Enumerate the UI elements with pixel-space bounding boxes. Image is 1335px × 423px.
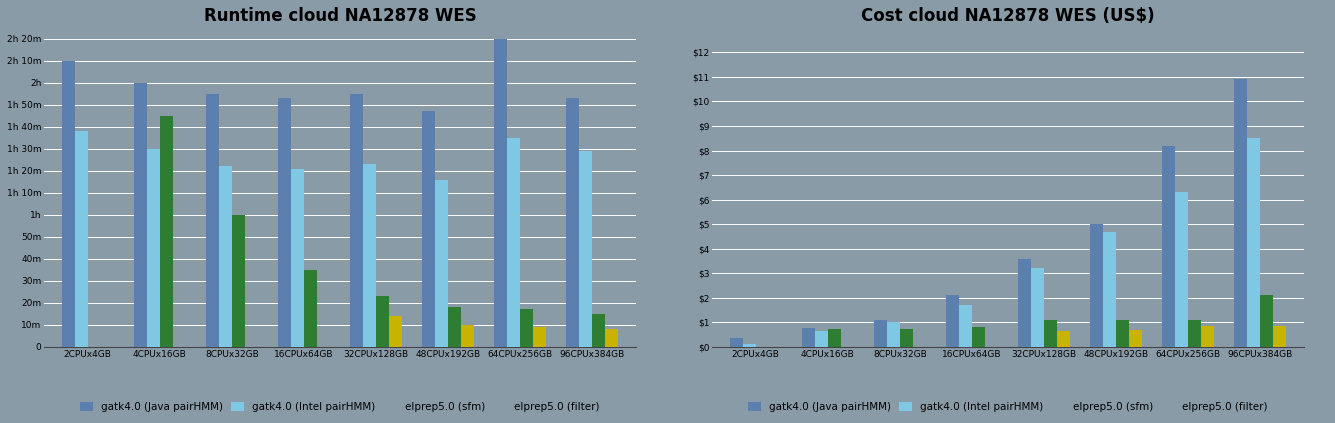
Bar bbox=[75, 131, 88, 347]
Bar bbox=[435, 180, 449, 347]
Bar bbox=[219, 167, 232, 347]
Bar bbox=[304, 270, 316, 347]
Bar bbox=[814, 331, 828, 347]
Bar bbox=[278, 98, 291, 347]
Bar bbox=[160, 116, 172, 347]
Bar bbox=[291, 169, 304, 347]
Bar bbox=[1175, 192, 1188, 347]
Bar bbox=[507, 138, 521, 347]
Bar bbox=[1116, 320, 1129, 347]
Bar bbox=[802, 328, 814, 347]
Bar bbox=[730, 338, 742, 347]
Bar bbox=[521, 310, 533, 347]
Bar bbox=[61, 61, 75, 347]
Bar bbox=[1019, 258, 1031, 347]
Bar bbox=[449, 307, 461, 347]
Bar bbox=[206, 94, 219, 347]
Bar bbox=[422, 112, 435, 347]
Bar bbox=[1274, 326, 1286, 347]
Title: Runtime cloud NA12878 WES: Runtime cloud NA12878 WES bbox=[203, 7, 477, 25]
Bar bbox=[363, 164, 376, 347]
Bar bbox=[972, 327, 985, 347]
Bar bbox=[900, 329, 913, 347]
Legend: gatk4.0 (Java pairHMM), gatk4.0 (Intel pairHMM), elprep5.0 (sfm), elprep5.0 (fil: gatk4.0 (Java pairHMM), gatk4.0 (Intel p… bbox=[749, 402, 1268, 412]
Bar bbox=[1260, 295, 1274, 347]
Bar bbox=[1091, 224, 1103, 347]
Bar bbox=[566, 98, 579, 347]
Bar bbox=[1163, 146, 1175, 347]
Bar bbox=[605, 329, 618, 347]
Bar bbox=[1235, 80, 1247, 347]
Bar bbox=[1202, 326, 1214, 347]
Bar bbox=[533, 327, 546, 347]
Bar bbox=[1103, 231, 1116, 347]
Legend: gatk4.0 (Java pairHMM), gatk4.0 (Intel pairHMM), elprep5.0 (sfm), elprep5.0 (fil: gatk4.0 (Java pairHMM), gatk4.0 (Intel p… bbox=[80, 402, 599, 412]
Bar bbox=[1188, 320, 1202, 347]
Bar bbox=[1129, 330, 1141, 347]
Bar bbox=[1057, 331, 1069, 347]
Bar bbox=[147, 149, 160, 347]
Bar bbox=[134, 83, 147, 347]
Title: Cost cloud NA12878 WES (US$): Cost cloud NA12878 WES (US$) bbox=[861, 7, 1155, 25]
Bar bbox=[886, 322, 900, 347]
Bar bbox=[1044, 320, 1057, 347]
Bar bbox=[828, 329, 841, 347]
Bar bbox=[388, 316, 402, 347]
Bar bbox=[350, 94, 363, 347]
Bar bbox=[959, 305, 972, 347]
Bar bbox=[232, 215, 244, 347]
Bar bbox=[1247, 138, 1260, 347]
Bar bbox=[579, 151, 593, 347]
Bar bbox=[376, 296, 388, 347]
Bar bbox=[461, 325, 474, 347]
Bar bbox=[494, 39, 507, 347]
Bar bbox=[874, 320, 886, 347]
Bar bbox=[742, 344, 756, 347]
Bar bbox=[593, 314, 605, 347]
Bar bbox=[947, 295, 959, 347]
Bar bbox=[1031, 268, 1044, 347]
